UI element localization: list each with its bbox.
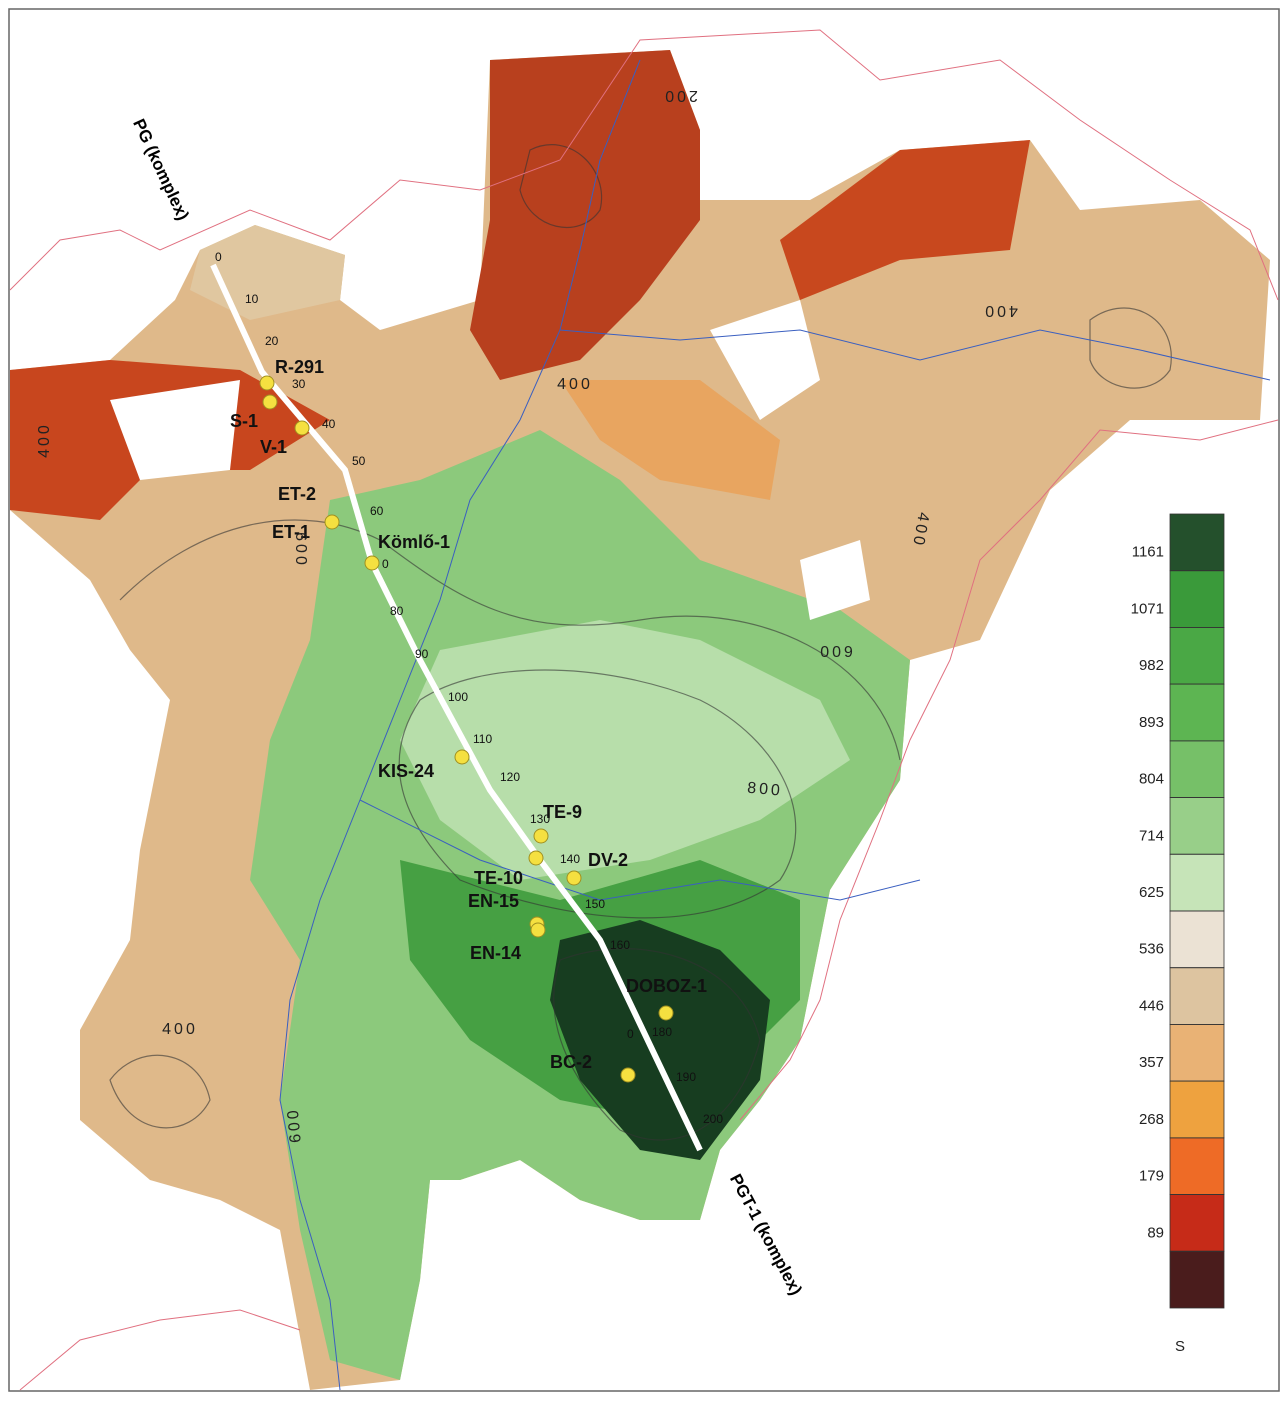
km-label: 200 (703, 1112, 723, 1126)
legend-unit: S (1175, 1338, 1185, 1355)
legend-swatch (1170, 798, 1224, 855)
well-marker (531, 923, 545, 937)
km-label: 120 (500, 770, 520, 784)
legend-swatch (1170, 1138, 1224, 1195)
legend-swatch (1170, 1251, 1224, 1308)
legend-swatch (1170, 911, 1224, 968)
km-label: 0 (382, 557, 389, 571)
km-label: 150 (585, 897, 605, 911)
legend-swatch (1170, 854, 1224, 911)
well-marker (455, 750, 469, 764)
well-marker (260, 376, 274, 390)
well-label: R-291 (275, 357, 324, 377)
legend-swatch (1170, 1195, 1224, 1252)
km-label: 20 (265, 334, 279, 348)
contour-label: 600 (292, 532, 309, 568)
contour-label: 400 (162, 1021, 198, 1038)
contour-label: 800 (746, 780, 783, 800)
km-label: 140 (560, 852, 580, 866)
well-label: DOBOZ-1 (626, 976, 707, 996)
km-label: 10 (245, 292, 259, 306)
legend-label: 89 (1147, 1224, 1164, 1241)
km-label: 190 (676, 1070, 696, 1084)
km-label: 160 (610, 938, 630, 952)
well-marker (325, 515, 339, 529)
contour-label: 400 (36, 422, 53, 458)
well-label: EN-15 (468, 891, 519, 911)
well-label: ET-2 (278, 484, 316, 504)
km-label: 90 (415, 647, 429, 661)
well-marker (534, 829, 548, 843)
well-label: Kömlő-1 (378, 532, 450, 552)
km-label: 60 (370, 504, 384, 518)
km-label: 40 (322, 417, 336, 431)
legend-label: 446 (1139, 997, 1164, 1014)
legend-swatch (1170, 1024, 1224, 1081)
contour-label: 400 (982, 302, 1018, 319)
legend-swatch (1170, 571, 1224, 628)
legend-swatch (1170, 684, 1224, 741)
legend-label: 982 (1139, 657, 1164, 674)
legend-label: 179 (1139, 1168, 1164, 1185)
km-label: 100 (448, 690, 468, 704)
legend-label: 536 (1139, 941, 1164, 958)
contour-label: 600 (817, 642, 853, 659)
km-label: 180 (652, 1025, 672, 1039)
well-marker (295, 421, 309, 435)
legend-label: 268 (1139, 1111, 1164, 1128)
km-label: 0 (627, 1027, 634, 1041)
legend-label: 625 (1139, 884, 1164, 901)
km-label: 0 (215, 250, 222, 264)
well-label: EN-14 (470, 943, 521, 963)
contour-label: 200 (662, 87, 698, 104)
legend-swatch (1170, 627, 1224, 684)
km-label: 30 (292, 377, 306, 391)
map: PG (komplex) PGT-1 (komplex) S 010203040… (0, 0, 1288, 1400)
legend-swatch (1170, 1081, 1224, 1138)
legend-label: 1161 (1132, 544, 1164, 561)
legend-label: 893 (1139, 714, 1164, 731)
well-marker (365, 556, 379, 570)
contour-label: 600 (285, 1106, 305, 1143)
legend-label: 804 (1139, 771, 1164, 788)
km-label: 50 (352, 454, 366, 468)
well-label: TE-9 (543, 802, 582, 822)
well-label: V-1 (260, 437, 287, 457)
well-label: KIS-24 (378, 761, 434, 781)
well-marker (659, 1006, 673, 1020)
legend-label: 1071 (1131, 600, 1164, 617)
well-marker (567, 871, 581, 885)
well-marker (621, 1068, 635, 1082)
legend-label: 357 (1139, 1054, 1164, 1071)
well-label: TE-10 (474, 868, 523, 888)
km-label: 80 (390, 604, 404, 618)
contour-label: 400 (557, 376, 593, 393)
well-label: S-1 (230, 411, 258, 431)
well-label: BC-2 (550, 1052, 592, 1072)
legend-swatch (1170, 968, 1224, 1025)
km-label: 110 (473, 732, 492, 746)
legend-label: 714 (1139, 827, 1164, 844)
legend-swatch (1170, 741, 1224, 798)
well-label: DV-2 (588, 850, 628, 870)
legend-swatch (1170, 514, 1224, 571)
well-marker (529, 851, 543, 865)
well-marker (263, 395, 277, 409)
